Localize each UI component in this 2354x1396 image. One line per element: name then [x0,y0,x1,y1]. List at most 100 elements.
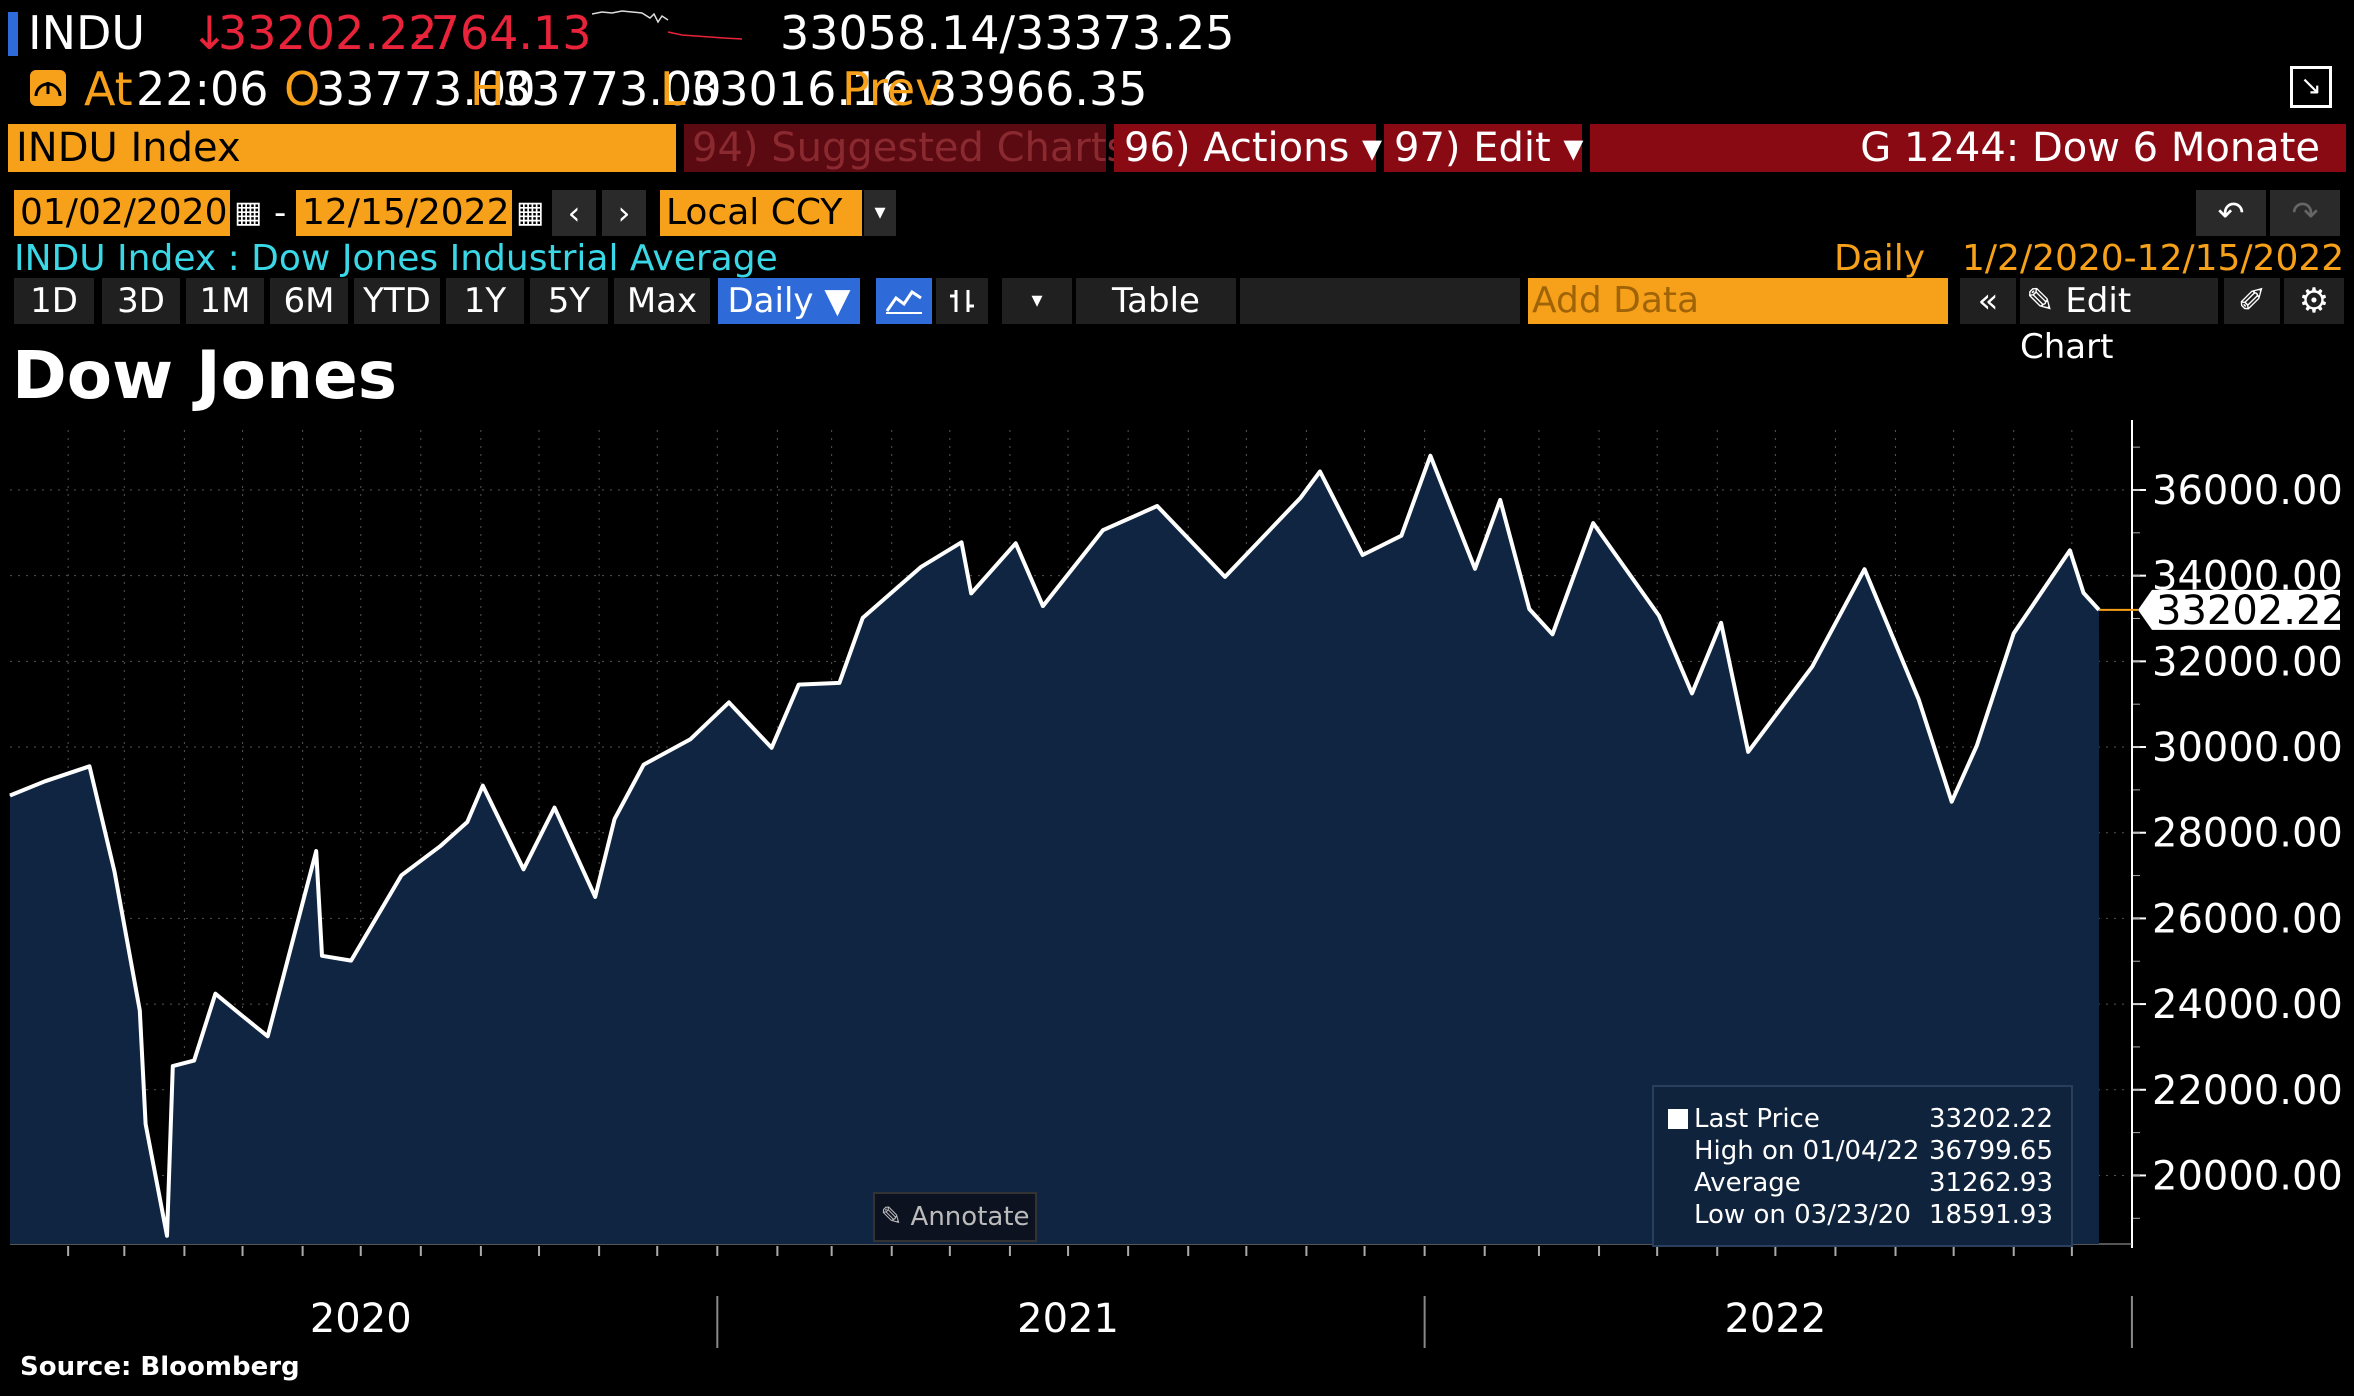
data-point [1918,699,1920,701]
y-tick-label: 20000.00 [2152,1153,2343,1199]
redo-icon[interactable]: ↷ [2270,190,2340,236]
data-point [970,592,972,594]
last-price-tag [2138,589,2340,630]
prev-value: 33966.35 [928,62,1148,116]
data-point [193,1060,195,1062]
legend-high-label: High on 01/04/22 [1694,1136,1920,1166]
data-point [554,807,556,809]
end-calendar-icon[interactable]: ▦ [516,195,545,230]
chart-title: Dow Jones [12,337,398,414]
quote-time: 22:06 [136,62,269,116]
data-point [242,1015,244,1017]
bar-chart-icon[interactable] [936,278,988,324]
ticker-symbol: INDU [28,6,146,60]
table-button[interactable]: Table [1076,278,1236,324]
y-tick-label: 28000.00 [2152,811,2343,857]
security-field[interactable]: INDU Index [8,124,676,172]
data-point [1102,529,1104,531]
data-point [1691,692,1693,694]
pencil-icon: ✎ [880,1202,903,1232]
price-chart[interactable]: 36000.0034000.0032000.0030000.0028000.00… [0,420,2354,1368]
legend-low-label: Low on 03/23/20 [1694,1200,1911,1230]
next-period-icon[interactable]: › [602,190,646,236]
period-button-max[interactable]: Max [614,278,710,324]
data-point [1400,535,1402,537]
data-point [1499,499,1501,501]
data-point [400,874,402,876]
data-point [728,701,730,703]
price-area [10,455,2099,1244]
white-square-icon [1668,1109,1688,1129]
price-down-arrow-icon: ↓ [190,6,229,60]
period-button-5y[interactable]: 5Y [530,278,608,324]
data-point [88,765,90,767]
data-point [1864,568,1866,570]
annotate-button[interactable]: ✎ Annotate [873,1192,1037,1242]
period-button-1d[interactable]: 1D [14,278,94,324]
data-point [2069,549,2071,551]
edit-chart-label: Edit Chart [2020,281,2132,367]
data-point [2082,592,2084,594]
frequency-label: Daily [1834,238,1926,279]
add-data-input[interactable]: Add Data [1528,278,1948,324]
prev-label: Prev [842,62,943,116]
edit-menu[interactable]: 97) Edit ▾ [1384,124,1583,172]
chart-legend: ⊟ Last Price 33202.22 High on 01/04/22 3… [1652,1085,2073,1247]
data-point [689,738,691,740]
end-date-input[interactable]: 12/15/2022 [296,190,512,236]
period-button-3d[interactable]: 3D [102,278,180,324]
chart-type-dropdown-icon[interactable]: ▾ [1002,278,1072,324]
data-point [145,1123,147,1125]
line-chart-icon[interactable] [876,278,932,324]
data-point [1976,744,1978,746]
start-calendar-icon[interactable]: ▦ [234,195,263,230]
data-point [1429,455,1431,457]
actions-menu[interactable]: 96) Actions ▾ [1114,124,1382,172]
data-point [350,960,352,962]
prev-period-icon[interactable]: ‹ [552,190,596,236]
legend-average: Average 31262.93 [1694,1167,2053,1199]
data-point [643,764,645,766]
period-button-ytd[interactable]: YTD [354,278,440,324]
data-point [9,795,11,797]
period-button-1m[interactable]: 1M [186,278,264,324]
gear-icon[interactable]: ⚙ [2284,278,2344,324]
toolbar-spacer [1240,278,1520,324]
data-point [1720,622,1722,624]
legend-low-value: 18591.93 [1928,1200,2053,1230]
data-point [482,785,484,787]
suggested-charts-menu[interactable]: 94) Suggested Charts [684,124,1127,172]
net-change: -764.13 [414,6,592,60]
annotate-label: Annotate [910,1202,1030,1232]
data-point [44,780,46,782]
legend-last-label: Last Price [1694,1104,1820,1134]
period-button-1y[interactable]: 1Y [446,278,524,324]
legend-last-value: 33202.22 [1928,1104,2053,1134]
period-button-6m[interactable]: 6M [270,278,348,324]
popout-icon[interactable]: ↘ [2290,66,2332,108]
daily-button[interactable]: Daily ▼ [718,278,860,324]
data-point [214,993,216,995]
undo-icon[interactable]: ↶ [2196,190,2266,236]
currency-dropdown-icon[interactable]: ▾ [864,190,896,236]
open-value: 33773.00 [316,62,536,116]
x-year-label: 2022 [1724,1296,1826,1342]
y-tick-label: 36000.00 [2152,468,2343,514]
last-price-label: 33202.22 [2156,588,2347,634]
legend-average-value: 31262.93 [1928,1168,2053,1198]
edit-chart-button[interactable]: ✎ Edit Chart [2020,278,2218,367]
legend-low: Low on 03/23/20 18591.93 [1694,1199,2053,1231]
data-point [862,617,864,619]
data-point [267,1035,269,1037]
data-point [1474,568,1476,570]
data-point [114,871,116,873]
collapse-icon[interactable]: « [1960,278,2016,324]
currency-select[interactable]: Local CCY [660,190,862,236]
data-point [139,1009,141,1011]
edit-layout-icon[interactable]: ✐ [2224,278,2280,324]
data-point [439,845,441,847]
y-tick-label: 26000.00 [2152,896,2343,942]
start-date-input[interactable]: 01/02/2020 [14,190,230,236]
data-point [1015,542,1017,544]
legend-average-label: Average [1694,1168,1801,1198]
